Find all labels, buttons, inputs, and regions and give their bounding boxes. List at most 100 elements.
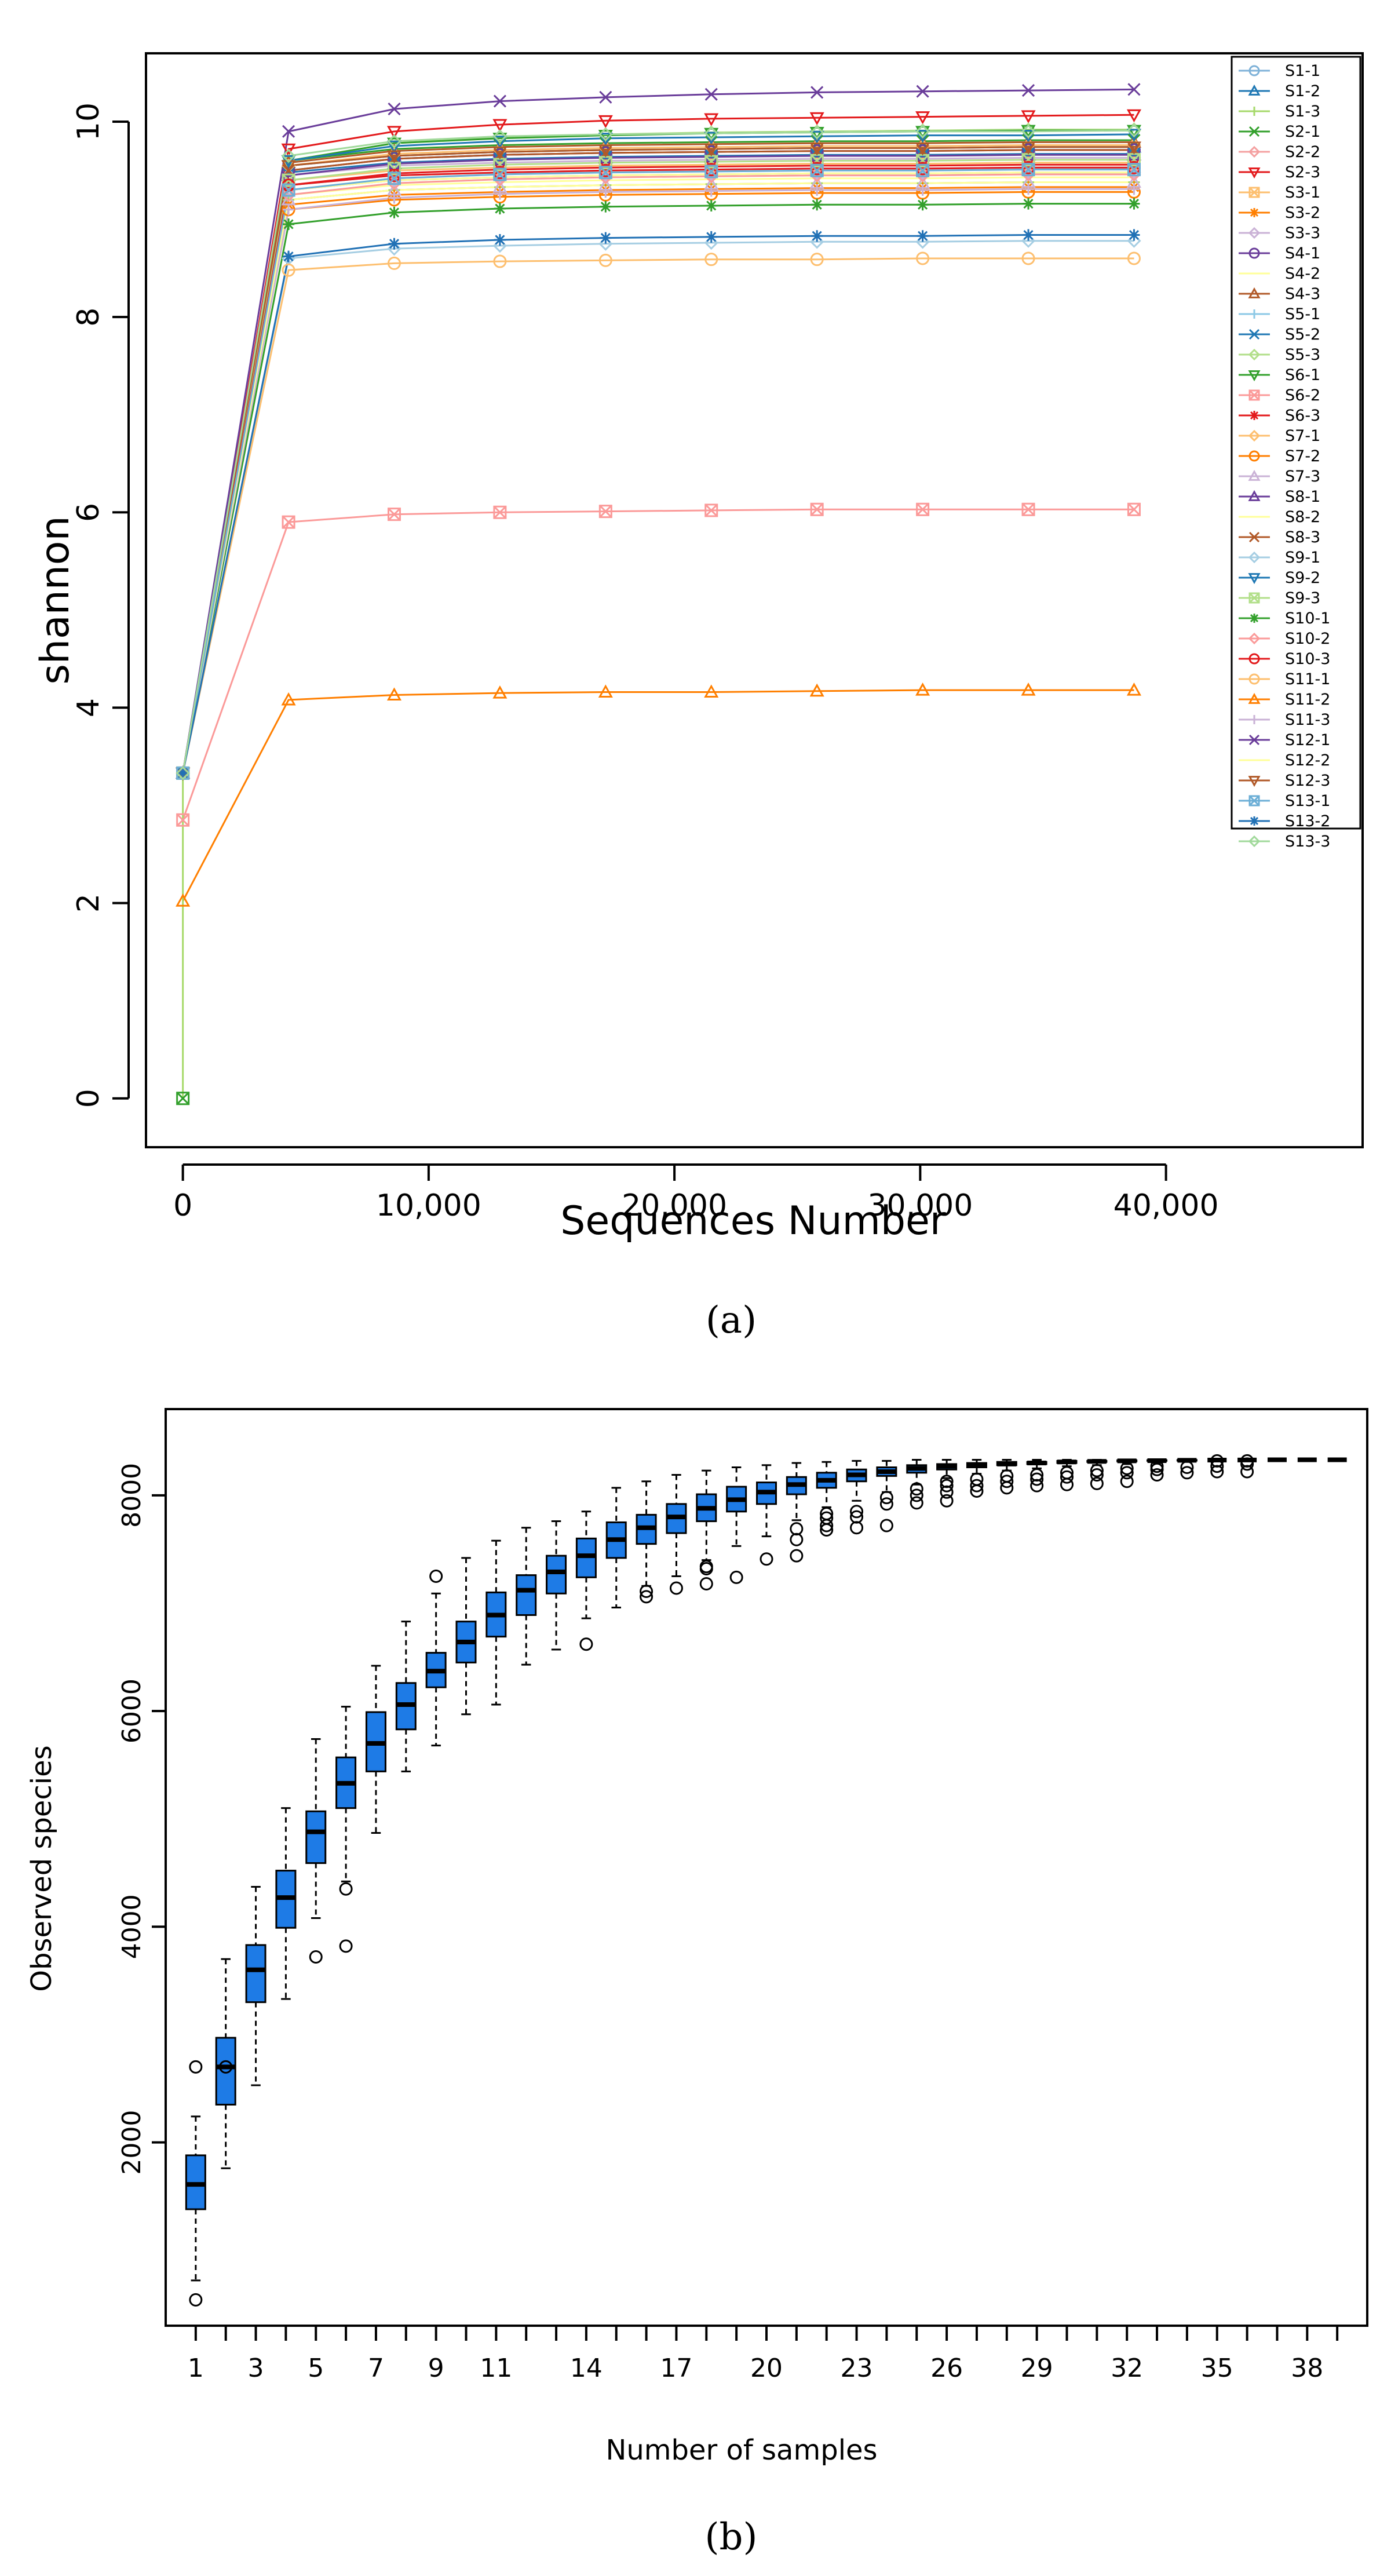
legend-label-s9-1: S9-1 [1285, 549, 1320, 567]
legend-marker-s2-2 [1248, 145, 1261, 158]
marker-s11-1-4 [598, 253, 612, 267]
legend-marker-s2-1 [1248, 126, 1260, 137]
outlier-35-2 [1210, 1454, 1224, 1468]
x-tick-label-a-0: 0 [173, 1188, 192, 1223]
box-28 [996, 1458, 1017, 1495]
x-tick-label-b-8: 20 [750, 2354, 783, 2383]
box-10 [455, 1557, 477, 1716]
legend-label-s7-2: S7-2 [1285, 447, 1320, 465]
x-tick-label-b-4: 9 [428, 2354, 444, 2383]
marker-s13-2-0 [177, 767, 189, 779]
marker-s6-1-4 [598, 130, 613, 143]
marker-s11-2-1 [281, 692, 296, 706]
series-line-s5-2 [182, 153, 1134, 773]
series-line-s2-3 [182, 114, 1134, 773]
legend-marker-s12-3 [1248, 776, 1261, 787]
legend-marker-s13-3 [1248, 835, 1261, 848]
series-line-s5-3 [182, 129, 1134, 773]
marker-s10-1-8 [1023, 198, 1035, 210]
marker-s6-3-9 [1128, 159, 1140, 171]
marker-s10-1-9 [1128, 198, 1140, 210]
marker-s10-1-2 [388, 206, 400, 218]
legend-label-s7-1: S7-1 [1285, 427, 1320, 445]
box-31 [1086, 1458, 1108, 1490]
box-21 [786, 1462, 807, 1563]
outlier-22-2 [820, 1511, 834, 1525]
series-line-s8-1 [182, 154, 1134, 773]
outlier-6-0 [339, 1939, 353, 1953]
outlier-32-0 [1120, 1475, 1134, 1488]
y-tick-label-a-2: 4 [71, 698, 106, 717]
legend-marker-s7-1 [1248, 429, 1261, 442]
marker-s6-3-5 [705, 160, 717, 173]
legend-label-s2-1: S2-1 [1285, 123, 1320, 141]
marker-s10-1-3 [494, 203, 506, 215]
legend-marker-s8-1 [1248, 490, 1261, 501]
marker-s6-3-6 [811, 159, 823, 172]
box-5 [305, 1738, 327, 1964]
marker-s13-2-7 [917, 230, 929, 242]
marker-s6-2-7 [916, 502, 930, 516]
outlier-20-0 [760, 1552, 773, 1566]
series-line-s13-1 [182, 169, 1134, 773]
marker-s12-1-6 [810, 86, 824, 99]
x-tick-label-b-3: 7 [368, 2354, 384, 2383]
outlier-17-0 [669, 1581, 683, 1595]
marker-s11-1-3 [493, 254, 507, 268]
legend-marker-s11-2 [1248, 692, 1261, 704]
marker-s2-3-1 [281, 143, 296, 157]
outlier-19-0 [729, 1570, 743, 1584]
legend-marker-s13-2 [1250, 816, 1259, 826]
marker-s13-2-9 [1128, 229, 1140, 241]
marker-s6-2-6 [810, 502, 824, 516]
marker-s4-1-4 [598, 146, 612, 160]
box-19 [726, 1466, 747, 1584]
panel-a-caption: (a) [706, 1299, 757, 1342]
marker-s13-2-3 [494, 233, 506, 246]
marker-s10-1-1 [283, 218, 295, 230]
box-35 [1207, 1454, 1227, 1479]
y-tick-label-a-1: 2 [71, 893, 106, 913]
legend-label-s10-3: S10-3 [1285, 650, 1330, 668]
marker-s2-3-2 [386, 126, 402, 139]
legend-label-s9-3: S9-3 [1285, 589, 1320, 607]
marker-s9-2-2 [386, 140, 402, 154]
marker-s12-1-7 [916, 85, 929, 98]
legend-marker-s3-1 [1248, 187, 1260, 198]
marker-s6-2-1 [282, 515, 295, 529]
legend-label-s1-1: S1-1 [1285, 62, 1320, 80]
outlier-29-1 [1030, 1472, 1044, 1486]
legend-label-s1-2: S1-2 [1285, 82, 1320, 100]
legend-marker-s11-1 [1248, 673, 1260, 685]
box-23 [846, 1460, 867, 1535]
legend-marker-s5-3 [1248, 348, 1261, 361]
x-axis-label-b: Number of samples [605, 2434, 877, 2466]
marker-s4-1-5 [704, 145, 718, 159]
box-32 [1116, 1458, 1138, 1488]
series-line-s2-2 [182, 172, 1134, 773]
marker-s6-3-2 [388, 167, 400, 180]
legend-marker-s2-3 [1248, 167, 1261, 179]
marker-s12-3-9 [1126, 141, 1142, 155]
x-axis-label-a: Sequences Number [560, 1198, 946, 1244]
legend-marker-s5-1 [1250, 309, 1259, 319]
y-tick-label-a-5: 10 [71, 103, 106, 141]
marker-s2-3-6 [809, 112, 824, 126]
marker-s13-2-4 [600, 232, 612, 244]
box-12 [516, 1527, 537, 1666]
marker-s9-2-5 [704, 132, 719, 145]
legend-label-s8-2: S8-2 [1285, 508, 1320, 526]
outlier-16-0 [640, 1590, 653, 1604]
marker-s11-3-6 [811, 184, 823, 196]
y-tick-label-a-3: 6 [71, 503, 106, 522]
marker-s11-1-6 [810, 253, 824, 267]
marker-s13-3-8 [1021, 124, 1036, 138]
marker-s13-1-6 [810, 163, 824, 177]
outlier-30-1 [1060, 1470, 1074, 1484]
legend-marker-s8-3 [1248, 531, 1260, 543]
box-rect-3 [245, 1944, 266, 2004]
legend-label-s6-3: S6-3 [1285, 407, 1320, 425]
marker-s6-2-2 [387, 508, 401, 521]
marker-s13-3-7 [915, 124, 930, 138]
x-tick-label-b-11: 29 [1021, 2354, 1053, 2383]
